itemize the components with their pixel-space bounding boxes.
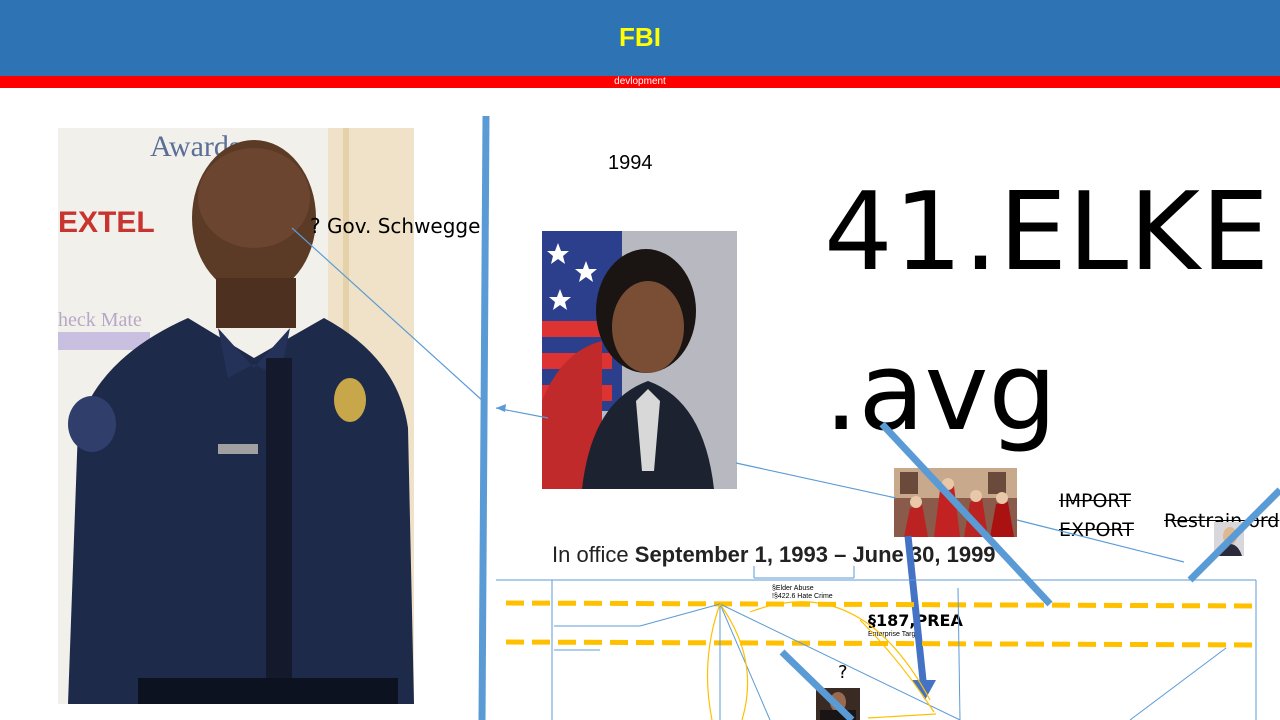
office-dates: September 1, 1993 – June 30, 1999 (634, 542, 996, 567)
office-line: In office September 1, 1993 – June 30, 1… (552, 542, 996, 568)
big-title-line2: .avg (824, 330, 1057, 455)
office-prefix: In office (552, 542, 635, 567)
header-subtitle: devlopment (614, 76, 666, 87)
small-bottom-photo (816, 688, 860, 720)
export-label: EXPORT (1059, 519, 1134, 541)
svg-text:EXTEL: EXTEL (58, 206, 155, 239)
network-line (1129, 647, 1227, 720)
svg-text:heck Mate: heck Mate (58, 309, 142, 331)
section-label: §187,PREA (868, 611, 963, 630)
import-label: IMPORT (1059, 490, 1131, 512)
yellow-curve (706, 603, 721, 720)
yellow-curve (867, 713, 937, 719)
question-mark: ? (838, 662, 848, 683)
network-line (719, 603, 771, 720)
elder-abuse-label: §Elder Abuse (772, 585, 814, 592)
big-title-line1: 41.ELKE (824, 170, 1271, 295)
connector-line (735, 462, 897, 499)
gov-label: ? Gov. Schwegger (310, 214, 489, 238)
header-title: FBI (619, 22, 661, 52)
red-bar (0, 76, 1280, 88)
vertical-divider (478, 115, 490, 720)
arrow-head (912, 680, 936, 700)
hate-crime-label: !§422.6 Hate Crime (772, 593, 833, 600)
network-line (639, 603, 721, 627)
official-portrait (542, 231, 737, 489)
yellow-curve (719, 603, 749, 720)
dashed-line (505, 639, 1259, 648)
ceremony-photo (894, 468, 1017, 537)
section-sub-label: Enterprise Target (868, 631, 922, 638)
small-right-portrait (1214, 522, 1244, 556)
header-bar (0, 0, 1280, 76)
year-label: 1994 (608, 152, 653, 174)
network-line (957, 587, 961, 720)
connector-line (495, 407, 549, 419)
officer-photo: Awards EXTEL heck Mate (58, 128, 414, 704)
dashed-line (505, 600, 1259, 609)
arrow-head (496, 404, 506, 412)
